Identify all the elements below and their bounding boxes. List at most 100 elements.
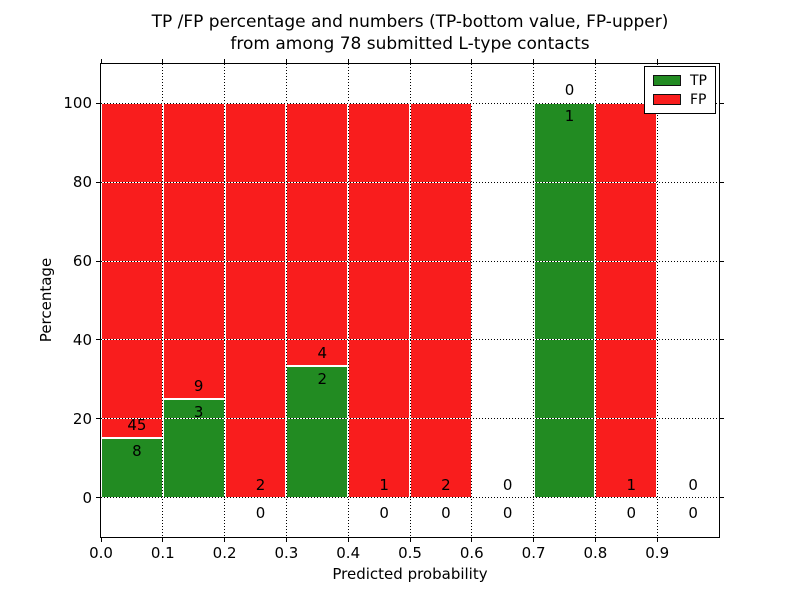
gridline-vertical — [594, 64, 596, 537]
bar-count-label-fp: 9 — [193, 377, 204, 396]
gridline-vertical — [285, 64, 287, 537]
bar-count-label-fp: 1 — [626, 475, 637, 494]
gridline-vertical — [533, 64, 535, 537]
legend-label-tp: TP — [690, 72, 707, 89]
bar-count-label-fp: 1 — [379, 475, 389, 494]
bar-count-label-tp: 0 — [502, 503, 513, 522]
x-tick-mark — [409, 538, 411, 542]
gridline-vertical — [347, 64, 349, 537]
bar-count-label-tp: 8 — [132, 442, 142, 461]
gridline-horizontal — [101, 497, 719, 499]
y-tick-label: 100 — [63, 94, 92, 113]
y-tick-mark — [720, 181, 724, 183]
y-tick-label: 20 — [72, 409, 92, 428]
y-tick-mark — [96, 102, 100, 104]
gridline-vertical — [471, 64, 473, 537]
bar-count-label-tp: 2 — [317, 370, 328, 389]
bar-segment-fp — [348, 103, 410, 498]
x-tick-label: 0.1 — [150, 544, 175, 562]
legend: TP FP — [644, 66, 716, 114]
bar-segment-fp — [224, 103, 287, 498]
x-tick-mark — [162, 538, 164, 542]
x-tick-label: 0.6 — [459, 544, 484, 562]
bar-count-label-fp: 0 — [502, 475, 513, 494]
gridline-vertical — [224, 64, 226, 537]
x-tick-label: 0.7 — [521, 544, 546, 562]
legend-label-fp: FP — [690, 91, 707, 108]
y-tick-mark — [720, 339, 724, 341]
bar-segment-fp — [286, 103, 349, 367]
bar-count-label-tp: 1 — [564, 107, 575, 126]
x-tick-label: 0.5 — [398, 544, 422, 562]
x-tick-mark — [656, 538, 658, 542]
y-tick-label: 40 — [72, 330, 92, 349]
gridline-vertical — [409, 64, 411, 537]
y-tick-mark — [720, 102, 724, 104]
gridline-vertical — [162, 64, 164, 537]
y-tick-mark — [96, 339, 100, 341]
bar-segment-tp — [162, 399, 225, 498]
y-tick-label: 60 — [72, 252, 92, 271]
chart-title-line2: from among 78 submitted L-type contacts — [230, 34, 590, 54]
gridline-horizontal — [101, 339, 719, 341]
x-tick-mark — [162, 59, 164, 63]
x-tick-mark — [347, 59, 349, 63]
bar-segment-tp — [533, 103, 596, 498]
legend-row-fp: FP — [645, 90, 715, 109]
bar-segment-fp — [595, 103, 658, 498]
x-tick-mark — [100, 538, 102, 542]
gridline-horizontal — [101, 260, 719, 262]
gridline-horizontal — [101, 418, 719, 420]
x-tick-mark — [285, 538, 287, 542]
x-tick-mark — [224, 538, 226, 542]
bar-count-label-tp: 0 — [379, 503, 389, 522]
y-tick-mark — [720, 497, 724, 499]
bar-count-label-tp: 0 — [688, 503, 698, 522]
x-tick-mark — [656, 59, 658, 63]
y-tick-mark — [96, 260, 100, 262]
bar-count-label-tp: 0 — [255, 503, 266, 522]
x-tick-mark — [533, 538, 535, 542]
bar-count-label-tp: 0 — [441, 503, 451, 522]
y-tick-mark — [96, 497, 100, 499]
gridline-horizontal — [101, 102, 719, 104]
gridline-horizontal — [101, 181, 719, 183]
x-tick-mark — [100, 59, 102, 63]
legend-row-tp: TP — [645, 71, 715, 90]
x-tick-label: 0.2 — [212, 544, 237, 562]
x-axis-label: Predicted probability — [332, 565, 488, 583]
x-tick-label: 0.4 — [336, 544, 361, 562]
x-tick-mark — [224, 59, 226, 63]
bar-count-label-fp: 0 — [564, 81, 575, 100]
bar-segment-fp — [162, 103, 225, 400]
fp-swatch-icon — [653, 94, 681, 105]
bar-segment-fp — [101, 103, 163, 439]
bar-count-label-fp: 2 — [441, 475, 451, 494]
chart-title: TP /FP percentage and numbers (TP-bottom… — [100, 11, 720, 55]
bar-count-label-fp: 45 — [127, 416, 147, 435]
x-tick-mark — [409, 59, 411, 63]
y-tick-mark — [720, 418, 724, 420]
y-tick-mark — [96, 418, 100, 420]
bar-count-label-tp: 0 — [626, 503, 637, 522]
bar-count-label-tp: 3 — [193, 403, 204, 422]
x-tick-label: 0.0 — [89, 544, 113, 562]
y-tick-mark — [720, 260, 724, 262]
bar-count-label-fp: 4 — [317, 344, 328, 363]
bar-count-label-fp: 2 — [255, 475, 266, 494]
plot-canvas: 45 8 9 3 2 0 4 2 1 0 2 0 0 0 0 1 1 0 0 0 — [101, 64, 719, 537]
plot-area: 45 8 9 3 2 0 4 2 1 0 2 0 0 0 0 1 1 0 0 0 — [100, 63, 720, 538]
y-tick-label: 0 — [82, 488, 92, 507]
x-tick-mark — [533, 59, 535, 63]
x-tick-label: 0.9 — [645, 544, 670, 562]
y-tick-label: 80 — [72, 173, 92, 192]
x-tick-mark — [594, 538, 596, 542]
gridline-vertical — [656, 64, 658, 537]
x-tick-label: 0.8 — [583, 544, 608, 562]
chart-title-line1: TP /FP percentage and numbers (TP-bottom… — [151, 12, 669, 32]
x-tick-mark — [347, 538, 349, 542]
x-tick-mark — [471, 59, 473, 63]
y-axis-label: Percentage — [37, 257, 55, 343]
y-tick-mark — [96, 181, 100, 183]
